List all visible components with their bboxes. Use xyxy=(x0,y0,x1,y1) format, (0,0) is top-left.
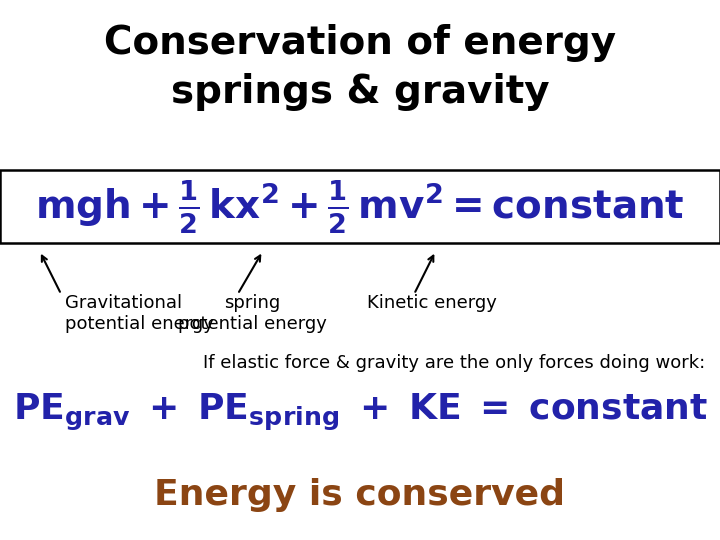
FancyBboxPatch shape xyxy=(0,170,720,243)
Text: spring
potential energy: spring potential energy xyxy=(178,294,326,333)
Text: $\mathbf{PE_{grav}\ +\ PE_{spring}\ +\ KE\ =\ constant}$: $\mathbf{PE_{grav}\ +\ PE_{spring}\ +\ K… xyxy=(12,392,708,433)
Text: If elastic force & gravity are the only forces doing work:: If elastic force & gravity are the only … xyxy=(203,354,706,372)
Text: Conservation of energy: Conservation of energy xyxy=(104,24,616,62)
Text: springs & gravity: springs & gravity xyxy=(171,73,549,111)
Text: $\mathbf{mgh + \frac{1}{2}\,kx^2 + \frac{1}{2}\,mv^2 = constant}$: $\mathbf{mgh + \frac{1}{2}\,kx^2 + \frac… xyxy=(35,178,685,235)
Text: Gravitational
potential energy: Gravitational potential energy xyxy=(65,294,214,333)
Text: Energy is conserved: Energy is conserved xyxy=(155,478,565,512)
Text: Kinetic energy: Kinetic energy xyxy=(367,294,497,312)
